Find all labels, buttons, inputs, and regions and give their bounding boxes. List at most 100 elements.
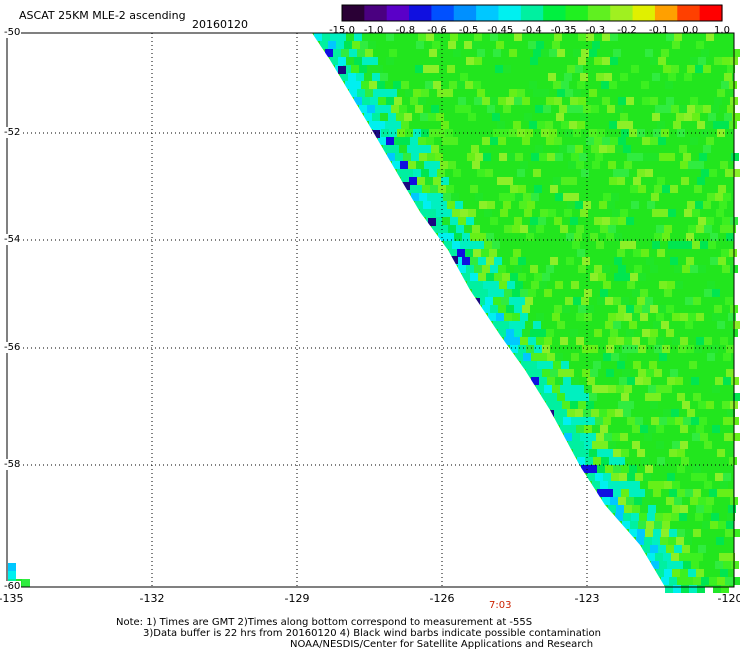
swath-cell xyxy=(615,513,623,521)
colorbar-segment xyxy=(453,5,477,21)
swath-cell xyxy=(513,121,521,129)
swath-cell xyxy=(717,321,725,329)
swath-cell xyxy=(586,33,594,41)
swath-cell xyxy=(592,161,600,169)
colorbar xyxy=(341,4,723,22)
swath-cell xyxy=(617,249,625,257)
swath-cell xyxy=(488,289,496,297)
swath-cell xyxy=(610,497,618,505)
colorbar-segment xyxy=(431,5,455,21)
swath-cell xyxy=(728,505,736,513)
swath-cell xyxy=(679,553,687,561)
swath-cell xyxy=(415,65,423,73)
swath-cell xyxy=(670,369,678,377)
swath-cell xyxy=(709,577,717,585)
latitude-tick: -50 xyxy=(4,27,22,38)
swath-cell xyxy=(627,281,635,289)
swath-cell xyxy=(724,73,732,81)
swath-cell xyxy=(663,409,671,417)
swath-cell xyxy=(667,473,675,481)
swath-cell xyxy=(597,449,605,457)
swath-cell xyxy=(596,241,604,249)
swath-cell xyxy=(638,345,646,353)
swath-cell xyxy=(589,465,597,473)
swath-cell xyxy=(581,465,589,473)
swath-cell xyxy=(638,369,646,377)
swath-cell xyxy=(637,169,645,177)
swath-cell xyxy=(472,41,480,49)
swath-cell xyxy=(637,529,645,537)
swath-cell xyxy=(653,393,661,401)
swath-cell xyxy=(506,97,514,105)
swath-cell xyxy=(589,449,597,457)
swath-cell xyxy=(617,457,625,465)
swath-cell xyxy=(695,553,703,561)
swath-cell xyxy=(721,121,729,129)
swath-cell xyxy=(621,393,629,401)
swath-cell xyxy=(640,425,648,433)
swath-cell xyxy=(733,49,740,57)
swath-cell xyxy=(672,481,680,489)
swath-cell xyxy=(728,225,736,233)
swath-cell xyxy=(490,305,498,313)
swath-cell xyxy=(444,209,452,217)
swath-cell xyxy=(553,81,561,89)
swath-cell xyxy=(517,89,525,97)
swath-cell xyxy=(716,209,724,217)
swath-cell xyxy=(377,121,385,129)
swath-cell xyxy=(669,449,677,457)
swath-cell xyxy=(641,249,649,257)
swath-cell xyxy=(416,41,424,49)
swath-cell xyxy=(423,145,431,153)
swath-cell xyxy=(603,193,611,201)
swath-cell xyxy=(386,57,394,65)
swath-cell xyxy=(677,449,685,457)
swath-cell xyxy=(486,257,494,265)
swath-cell xyxy=(727,513,735,521)
swath-cell xyxy=(607,145,615,153)
colorbar-segment xyxy=(632,5,656,21)
swath-cell xyxy=(699,153,707,161)
swath-cell xyxy=(485,169,493,177)
swath-cell xyxy=(541,49,549,57)
swath-cell xyxy=(506,305,514,313)
swath-cell xyxy=(404,113,412,121)
swath-cell xyxy=(678,345,686,353)
swath-cell xyxy=(478,273,486,281)
swath-cell xyxy=(528,41,536,49)
swath-cell xyxy=(513,249,521,257)
swath-cell xyxy=(431,65,439,73)
swath-cell xyxy=(605,489,613,497)
swath-cell xyxy=(685,297,693,305)
swath-cell xyxy=(389,89,397,97)
swath-cell xyxy=(385,121,393,129)
swath-cell xyxy=(341,49,349,57)
swath-cell xyxy=(684,241,692,249)
swath-cell xyxy=(477,49,485,57)
swath-cell xyxy=(346,57,354,65)
swath-cell xyxy=(427,193,435,201)
swath-cell xyxy=(621,297,629,305)
swath-cell xyxy=(479,201,487,209)
swath-cell xyxy=(689,585,697,593)
swath-cell xyxy=(720,161,728,169)
swath-cell xyxy=(432,225,440,233)
swath-cell xyxy=(613,169,621,177)
swath-cell xyxy=(676,113,684,121)
swath-cell xyxy=(686,233,694,241)
swath-cell xyxy=(626,97,634,105)
swath-cell xyxy=(491,281,499,289)
latitude-tick: -56 xyxy=(4,342,22,353)
swath-cell xyxy=(526,233,534,241)
swath-cell xyxy=(507,153,515,161)
swath-cell xyxy=(426,137,434,145)
swath-cell xyxy=(667,417,675,425)
swath-cell xyxy=(718,185,726,193)
swath-cell xyxy=(422,185,430,193)
swath-cell xyxy=(473,81,481,89)
swath-cell xyxy=(369,81,377,89)
swath-cell xyxy=(340,73,348,81)
swath-cell xyxy=(630,185,638,193)
swath-cell xyxy=(531,153,539,161)
swath-cell xyxy=(465,81,473,89)
